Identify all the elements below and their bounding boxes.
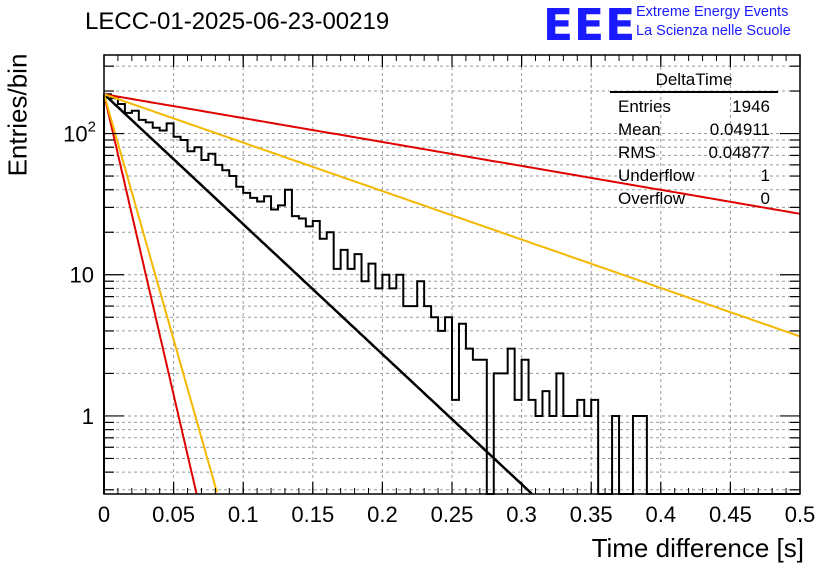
- stats-box: DeltaTime Entries 1946 Mean 0.04911 RMS …: [610, 70, 778, 210]
- stats-title: DeltaTime: [610, 70, 778, 93]
- x-tick-label: 0.15: [291, 502, 334, 527]
- x-tick-label: 0.25: [431, 502, 474, 527]
- x-tick-label: 0.1: [228, 502, 259, 527]
- stats-row-overflow: Overflow 0: [610, 187, 778, 210]
- stats-row-mean: Mean 0.04911: [610, 118, 778, 141]
- y-tick-label: 102: [63, 119, 96, 147]
- y-tick-label: 1: [82, 404, 94, 429]
- x-tick-label: 0.4: [646, 502, 677, 527]
- stats-value: 1946: [732, 97, 770, 116]
- stats-row-rms: RMS 0.04877: [610, 141, 778, 164]
- y-tick-label: 10: [70, 263, 94, 288]
- x-tick-label: 0.5: [785, 502, 816, 527]
- x-tick-label: 0.3: [506, 502, 537, 527]
- stats-label: Entries: [618, 97, 671, 116]
- curve-series-0: [103, 93, 533, 495]
- logo-line-1: Extreme Energy Events: [636, 4, 789, 20]
- stats-label: Underflow: [618, 166, 695, 185]
- curve-series-1: [103, 93, 801, 215]
- x-tick-label: 0.05: [152, 502, 195, 527]
- histogram-outline: [103, 93, 800, 495]
- x-tick-label: 0.2: [367, 502, 398, 527]
- stats-value: 0.04911: [709, 120, 770, 139]
- stats-label: Overflow: [618, 189, 686, 208]
- logo-line-2: La Scienza nelle Scuole: [636, 23, 791, 39]
- stats-value: 0.04877: [708, 143, 770, 162]
- curve-series-2: [103, 93, 801, 338]
- stats-value: 1: [760, 166, 770, 185]
- eee-logo: EEE: [543, 0, 637, 51]
- curve-series-4: [103, 93, 218, 493]
- run-title: LECC-01-2025-06-23-00219: [85, 8, 390, 35]
- x-tick-label: 0.45: [709, 502, 752, 527]
- stats-label: Mean: [618, 120, 661, 139]
- x-axis-label: Time difference [s]: [591, 533, 804, 563]
- stats-row-entries: Entries 1946: [610, 95, 778, 118]
- x-tick-label: 0: [98, 502, 110, 527]
- stats-value: 0: [760, 189, 770, 208]
- x-tick-label: 0.35: [570, 502, 613, 527]
- stats-label: RMS: [618, 143, 656, 162]
- y-axis-label: Entries/bin: [2, 53, 33, 177]
- stats-row-underflow: Underflow 1: [610, 164, 778, 187]
- curve-series-3: [103, 93, 198, 495]
